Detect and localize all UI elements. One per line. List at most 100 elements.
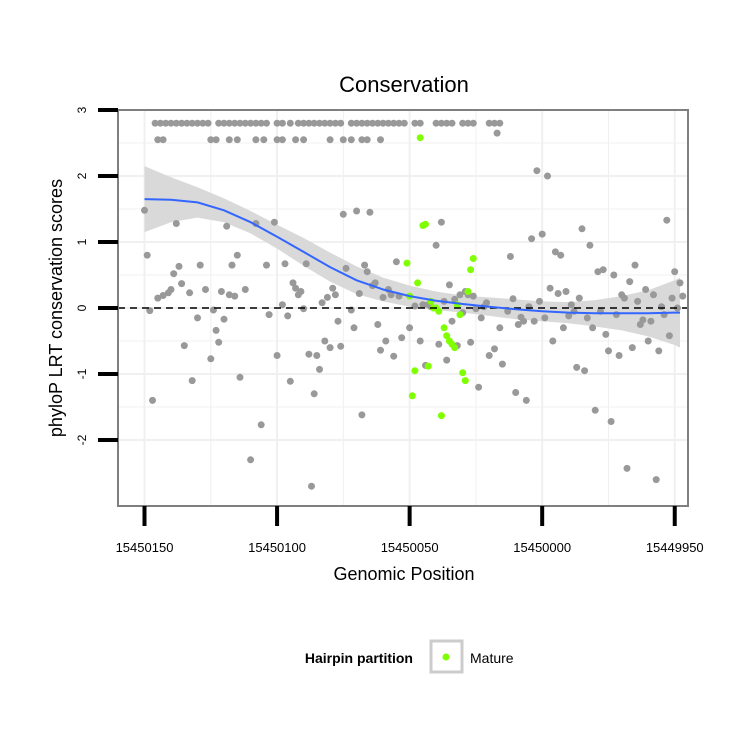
point-other: [212, 136, 220, 144]
point-other: [300, 136, 308, 144]
point-mature: [422, 220, 429, 228]
point-other: [156, 119, 164, 127]
point-other: [578, 225, 586, 233]
point-other: [671, 268, 679, 276]
point-other: [522, 396, 530, 404]
point-other: [318, 299, 326, 307]
point-other: [141, 206, 148, 214]
x-tick-label: 15450050: [381, 540, 439, 555]
point-other: [252, 136, 260, 144]
point-other: [310, 119, 318, 127]
point-mature: [469, 255, 477, 262]
point-mature: [440, 324, 448, 332]
point-other: [252, 119, 260, 127]
point-other: [159, 292, 167, 299]
point-other: [374, 321, 382, 328]
point-other: [270, 218, 278, 226]
point-other: [557, 251, 565, 259]
x-tick-label: 15450150: [116, 540, 174, 555]
point-other: [475, 383, 483, 391]
x-tick-label: 15449950: [646, 540, 704, 555]
point-other: [337, 119, 345, 127]
point-other: [228, 261, 236, 269]
point-other: [565, 312, 573, 320]
point-other: [509, 295, 517, 303]
point-other: [323, 293, 331, 301]
point-other: [281, 260, 289, 268]
point-mature: [411, 367, 419, 375]
point-other: [353, 119, 361, 127]
point-other: [477, 314, 485, 322]
y-tick-label: -2: [75, 434, 89, 445]
point-other: [573, 363, 581, 371]
point-other: [316, 119, 323, 127]
point-other: [143, 251, 151, 259]
point-other: [167, 286, 175, 293]
point-other: [483, 299, 490, 307]
x-tick-label: 15450100: [248, 540, 306, 555]
point-other: [366, 208, 374, 216]
point-other: [498, 360, 506, 368]
point-mature: [416, 134, 424, 142]
point-other: [400, 119, 408, 127]
point-other: [546, 284, 554, 292]
point-other: [353, 207, 361, 215]
point-other: [220, 315, 228, 323]
point-other: [186, 289, 194, 297]
point-other: [528, 235, 536, 243]
point-other: [159, 136, 167, 144]
point-other: [313, 352, 321, 359]
confidence-band: [144, 166, 680, 348]
point-other: [379, 293, 387, 301]
smooth-line-layer: [144, 198, 680, 315]
point-other: [278, 119, 286, 127]
point-other: [308, 482, 315, 490]
point-other: [634, 297, 642, 305]
point-other: [286, 377, 294, 385]
point-mature: [437, 412, 445, 420]
point-other: [207, 355, 215, 363]
point-other: [273, 352, 281, 359]
point-other: [562, 288, 570, 295]
point-other: [233, 251, 241, 259]
point-other: [586, 241, 594, 249]
point-other: [668, 294, 676, 302]
point-other: [194, 119, 201, 127]
legend-key-mature: [442, 653, 450, 661]
point-other: [331, 291, 339, 299]
point-other: [432, 241, 440, 249]
point-other: [639, 316, 647, 324]
point-other: [448, 119, 456, 127]
point-other: [628, 344, 636, 352]
point-other: [284, 312, 292, 320]
point-other: [594, 268, 602, 276]
point-mature: [424, 362, 432, 370]
point-other: [472, 305, 480, 313]
point-other: [326, 136, 334, 144]
y-axis: -2 -1 0 1 2 3: [75, 106, 118, 445]
point-other: [583, 314, 591, 322]
point-other: [194, 314, 201, 322]
point-other: [673, 304, 681, 312]
point-other: [223, 222, 231, 230]
x-axis-title: Genomic Position: [333, 564, 474, 584]
point-other: [212, 326, 220, 334]
point-other: [151, 119, 159, 127]
point-other: [241, 286, 249, 293]
point-other: [469, 119, 477, 127]
point-other: [620, 294, 628, 302]
point-other: [257, 119, 265, 127]
point-other: [411, 302, 419, 310]
x-tick-label: 15450000: [513, 540, 571, 555]
smooth-trend-line: [144, 198, 680, 315]
point-other: [506, 253, 514, 260]
point-other: [225, 119, 233, 127]
point-other: [170, 270, 178, 278]
point-other: [215, 119, 223, 127]
point-other: [217, 288, 225, 295]
point-other: [538, 230, 546, 238]
point-other: [626, 278, 634, 286]
point-other: [485, 119, 493, 127]
x-axis: 15450150 15450100 15450050 15450000 15449950: [116, 506, 704, 555]
point-other: [326, 344, 334, 352]
